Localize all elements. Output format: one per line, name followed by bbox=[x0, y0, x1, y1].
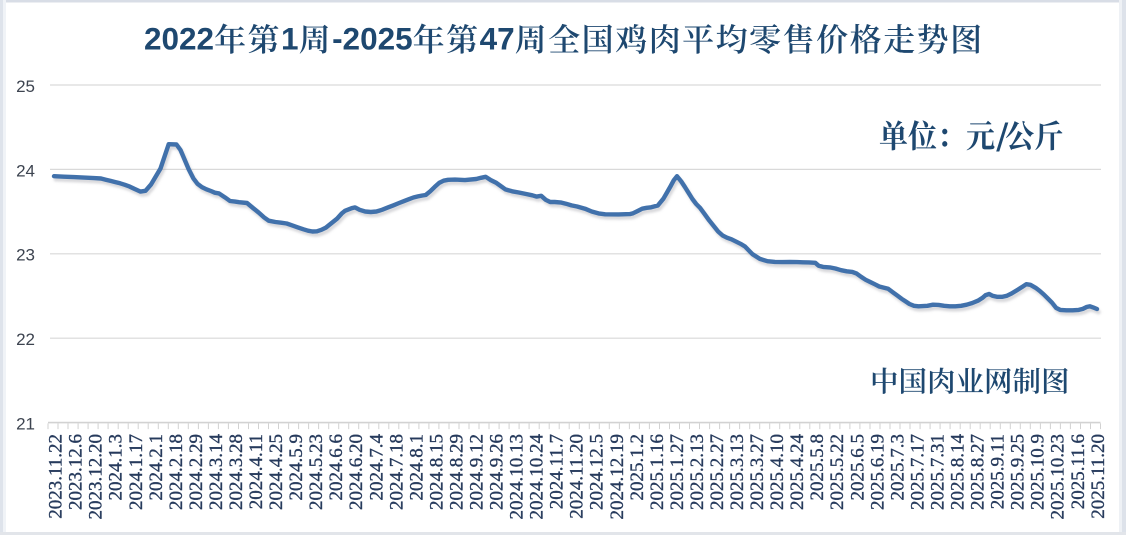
svg-text:2024.12.19: 2024.12.19 bbox=[607, 434, 628, 520]
svg-text:2022: 2022 bbox=[144, 21, 214, 57]
svg-text:2023.12.6: 2023.12.6 bbox=[66, 434, 87, 510]
svg-text:2025.4.24: 2025.4.24 bbox=[787, 434, 808, 511]
svg-text:22: 22 bbox=[16, 330, 35, 349]
svg-text:47: 47 bbox=[480, 21, 515, 57]
svg-text:2024.9.26: 2024.9.26 bbox=[487, 434, 508, 510]
svg-text:2025.10.23: 2025.10.23 bbox=[1048, 434, 1069, 520]
svg-text:2025.7.17: 2025.7.17 bbox=[907, 434, 928, 510]
svg-text:1: 1 bbox=[281, 21, 299, 57]
svg-text:2024.5.23: 2024.5.23 bbox=[306, 434, 327, 510]
svg-text:2025.9.25: 2025.9.25 bbox=[1008, 434, 1029, 510]
svg-text:2024.7.18: 2024.7.18 bbox=[386, 434, 407, 510]
svg-text:2024.11.20: 2024.11.20 bbox=[567, 434, 588, 519]
svg-text:2024.8.29: 2024.8.29 bbox=[446, 434, 467, 510]
svg-text:2025.5.8: 2025.5.8 bbox=[807, 434, 828, 501]
svg-text:2024.12.5: 2024.12.5 bbox=[587, 434, 608, 510]
svg-text:2024.2.29: 2024.2.29 bbox=[186, 434, 207, 510]
svg-text:2024.3.28: 2024.3.28 bbox=[226, 434, 247, 510]
svg-text:2025.10.9: 2025.10.9 bbox=[1028, 434, 1049, 510]
svg-text:2025.9.11: 2025.9.11 bbox=[988, 434, 1009, 509]
svg-text:2024.8.1: 2024.8.1 bbox=[406, 434, 427, 501]
svg-text:25: 25 bbox=[16, 77, 35, 96]
svg-text:2024.2.18: 2024.2.18 bbox=[166, 434, 187, 510]
svg-text:2025.3.13: 2025.3.13 bbox=[727, 434, 748, 510]
svg-text:2024.10.13: 2024.10.13 bbox=[507, 434, 528, 520]
svg-text:2025: 2025 bbox=[343, 21, 413, 57]
svg-text:2025.11.6: 2025.11.6 bbox=[1068, 434, 1089, 509]
svg-text:2025.11.20: 2025.11.20 bbox=[1088, 434, 1109, 519]
svg-text:2025.2.27: 2025.2.27 bbox=[707, 434, 728, 510]
svg-text:2024.3.14: 2024.3.14 bbox=[206, 434, 227, 511]
svg-text:24: 24 bbox=[16, 161, 35, 180]
svg-text:2024.2.1: 2024.2.1 bbox=[146, 434, 167, 501]
svg-text:2025.2.13: 2025.2.13 bbox=[687, 434, 708, 510]
svg-text:2025.3.27: 2025.3.27 bbox=[747, 434, 768, 510]
svg-text:2024.8.15: 2024.8.15 bbox=[426, 434, 447, 510]
svg-text:2025.1.16: 2025.1.16 bbox=[647, 434, 668, 510]
svg-text:2025.8.27: 2025.8.27 bbox=[968, 434, 989, 510]
svg-text:2025.7.31: 2025.7.31 bbox=[928, 434, 949, 510]
svg-text:2025.8.14: 2025.8.14 bbox=[948, 434, 969, 511]
svg-text:2024.6.20: 2024.6.20 bbox=[346, 434, 367, 510]
svg-text:2023.12.20: 2023.12.20 bbox=[86, 434, 107, 520]
svg-text:2024.4.25: 2024.4.25 bbox=[266, 434, 287, 510]
svg-text:2024.9.12: 2024.9.12 bbox=[467, 434, 488, 510]
svg-text:2023.11.22: 2023.11.22 bbox=[46, 434, 67, 519]
svg-text:-: - bbox=[332, 21, 343, 57]
svg-text:2024.4.11: 2024.4.11 bbox=[246, 434, 267, 509]
svg-text:2024.11.7: 2024.11.7 bbox=[547, 434, 568, 509]
svg-text:2024.1.17: 2024.1.17 bbox=[126, 434, 147, 510]
svg-text:2025.1.27: 2025.1.27 bbox=[667, 434, 688, 510]
svg-text:2025.1.2: 2025.1.2 bbox=[627, 434, 648, 501]
svg-text:2024.6.6: 2024.6.6 bbox=[326, 434, 347, 501]
svg-text:2024.5.9: 2024.5.9 bbox=[286, 434, 307, 501]
svg-text:2025.4.10: 2025.4.10 bbox=[767, 434, 788, 510]
svg-text:2025.7.3: 2025.7.3 bbox=[887, 434, 908, 501]
svg-text:2025.6.5: 2025.6.5 bbox=[847, 434, 868, 501]
svg-text:21: 21 bbox=[16, 415, 35, 434]
svg-text:2024.1.3: 2024.1.3 bbox=[106, 434, 127, 501]
svg-text:23: 23 bbox=[16, 246, 35, 265]
svg-text:2024.10.24: 2024.10.24 bbox=[527, 434, 548, 520]
svg-text:2025.5.22: 2025.5.22 bbox=[827, 434, 848, 510]
svg-text:2025.6.19: 2025.6.19 bbox=[867, 434, 888, 510]
svg-text:2024.7.4: 2024.7.4 bbox=[366, 434, 387, 501]
